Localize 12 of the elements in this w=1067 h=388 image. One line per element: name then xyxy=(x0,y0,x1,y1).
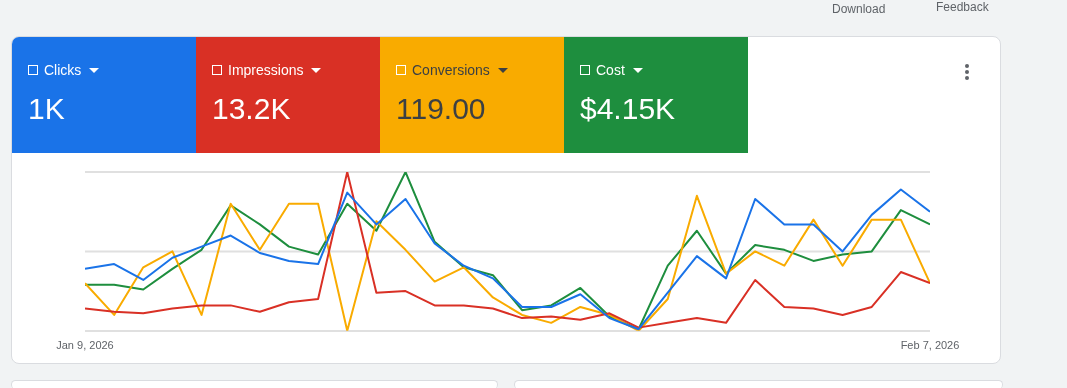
text: 13.2K xyxy=(212,92,292,126)
text: $4.15K xyxy=(580,92,677,126)
legend-label: Clicks xyxy=(44,62,82,78)
text: 1K xyxy=(28,92,66,126)
legend-label: Cost xyxy=(596,62,625,78)
text: Feedback xyxy=(936,0,989,14)
text: Download xyxy=(832,2,886,16)
legend-label: Impressions xyxy=(228,62,304,78)
legend-label: Conversions xyxy=(412,62,490,78)
x-tick-label: Jan 9, 2026 xyxy=(56,339,114,352)
x-tick-label: Feb 7, 2026 xyxy=(900,339,960,352)
text: 119.00 xyxy=(396,92,487,126)
